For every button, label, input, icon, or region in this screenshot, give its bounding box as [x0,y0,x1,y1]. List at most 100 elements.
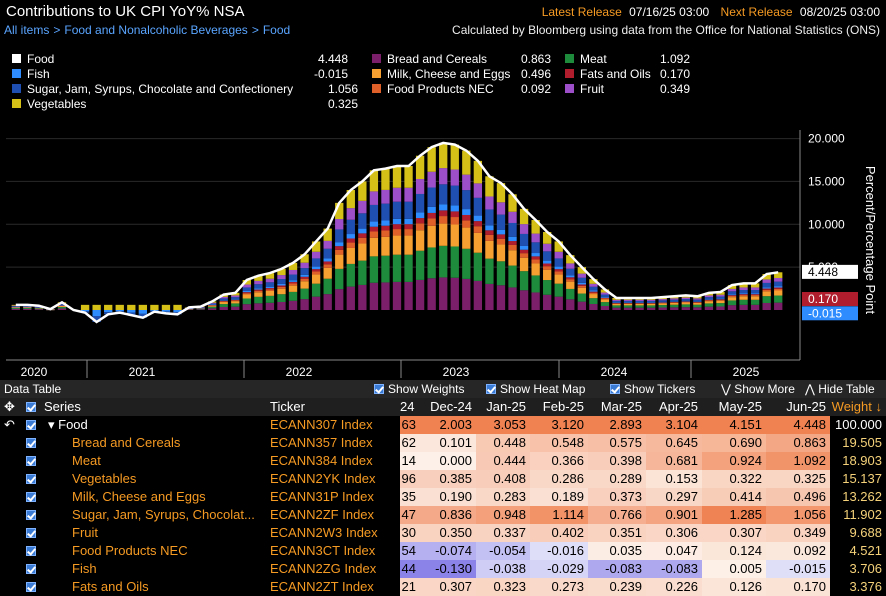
row-checkbox[interactable] [26,528,36,538]
show-weights-toggle[interactable]: Show Weights [374,382,464,396]
bar-segment [716,296,725,299]
chart-area: 20.00015.00010.0005.000Percent/Percentag… [0,122,886,382]
bar-segment [219,302,228,305]
next-release-value: 08/20/25 03:00 [799,5,880,19]
collapse-icon[interactable]: ↶ [4,417,15,432]
value-cell: 21 [400,578,420,596]
bar-segment [681,300,690,302]
value-cell: 1.056 [766,506,830,524]
legend-item[interactable]: Food [12,52,54,67]
bar-segment [623,303,633,306]
header-month[interactable]: 24 [400,399,415,414]
breadcrumb-all-items[interactable]: All items [4,23,50,37]
weight-cell: 3.706 [849,561,882,576]
chart-legend: Food 4.448 Fish -0.015 Sugar, Jam, Syrups, C… [0,44,886,120]
header-ticker[interactable]: Ticker [270,399,305,414]
legend-item[interactable]: Meat [565,52,607,67]
legend-label: Bread and Cereals [387,52,488,66]
header-month[interactable]: May-25 [718,399,762,414]
table-row[interactable]: Food Products NEC ECANN3CT Index 54 -0.074-… [0,542,886,560]
table-row[interactable]: Sugar, Jam, Syrups, Chocolat... ECANN2ZF … [0,506,886,524]
bar-segment [646,307,656,310]
table-row[interactable]: Fish ECANN2ZG Index 44 -0.130 -0.038 -0.029 -0… [0,560,886,578]
header-month[interactable]: Jun-25 [786,399,826,414]
bar-segment [589,298,598,304]
table-row[interactable]: Vegetables ECANN2YK Index 96 0.385 0.408 0.28… [0,470,886,488]
legend-item[interactable]: Fish [12,67,50,82]
bar-segment [531,233,540,243]
bar-segment [346,234,355,239]
legend-item[interactable]: Food Products NEC [372,82,494,97]
row-checkbox[interactable] [26,582,36,592]
table-row[interactable]: Fats and Oils ECANN2ZT Index 21 0.307 0.323 0… [0,578,886,596]
bar-segment [288,281,298,284]
table-row[interactable]: Meat ECANN384 Index 14 0.000 0.444 0.366 0.398… [0,452,886,470]
hide-table-button[interactable]: ⋀ Hide Table [805,382,875,396]
header-month[interactable]: Mar-25 [600,399,642,414]
bar-segment [208,303,217,305]
show-heat-map-toggle[interactable]: Show Heat Map [486,382,585,396]
header-month[interactable]: Feb-25 [542,399,584,414]
header-series[interactable]: Series [44,399,81,414]
legend-item[interactable]: Bread and Cereals [372,52,487,67]
bar-segment [381,230,390,237]
select-all-checkbox[interactable] [26,402,36,412]
bar-segment [381,220,390,226]
legend-item[interactable]: Vegetables [12,97,86,112]
bar-segment [277,286,286,289]
bar-segment [485,234,494,241]
legend-item[interactable]: Sugar, Jam, Syrups, Chocolate and Confec… [12,82,293,97]
ticker: ECANN2YK Index [270,471,376,486]
row-checkbox[interactable] [26,456,36,466]
bar-segment [519,257,529,272]
bar-segment [612,300,621,303]
row-checkbox[interactable] [26,420,36,430]
bar-segment [404,224,413,230]
show-more-button[interactable]: ⋁ Show More [721,382,795,396]
breadcrumb-food-beverages[interactable]: Food and Nonalcoholic Beverages [64,23,248,37]
next-release-label: Next Release [720,5,793,19]
bar-segment [670,301,679,302]
row-checkbox[interactable] [26,564,36,574]
bar-segment [762,302,771,310]
row-checkbox[interactable] [26,546,36,556]
row-checkbox[interactable] [26,438,36,448]
header-month[interactable]: Jan-25 [486,399,526,414]
expand-all-icon[interactable]: ✥ [4,399,15,414]
bar-segment [335,249,344,255]
row-checkbox[interactable] [26,510,36,520]
row-checkbox[interactable] [26,474,36,484]
value-cell: 0.124 [702,542,766,560]
bar-segment [762,274,771,280]
row-checkbox[interactable] [26,492,36,502]
legend-item[interactable]: Milk, Cheese and Eggs [372,67,510,82]
legend-value: 1.056 [327,82,358,96]
bar-segment [612,303,621,304]
bar-segment [265,295,275,303]
bar-segment [646,300,656,303]
end-label: -0.015 [808,306,842,320]
bar-segment [358,228,367,234]
weight-cell: 4.521 [849,543,882,558]
legend-item[interactable]: Fats and Oils [565,67,651,82]
header-month[interactable]: Dec-24 [430,399,472,414]
data-table: ✥ Series Ticker 24 Dec-24 Jan-25 Feb-25 Mar-25 A… [0,398,886,596]
weight-cell: 11.902 [843,507,882,522]
legend-item[interactable]: Fruit [565,82,604,97]
table-row[interactable]: ↶ ▾ Food ECANN307 Index 63 2.003 3.053 3.120 2.… [0,416,886,434]
bar-segment [704,299,714,300]
bar-segment [681,301,690,303]
show-tickers-toggle[interactable]: Show Tickers [610,382,695,396]
bar-segment [392,235,402,255]
table-row[interactable]: Bread and Cereals ECANN357 Index 62 0.101 0.… [0,434,886,452]
table-row[interactable]: Milk, Cheese and Eggs ECANN31P Index 35 0.1… [0,488,886,506]
bar-segment [23,307,32,309]
header-weight[interactable]: Weight ↓ [831,399,882,414]
bar-segment [57,307,67,309]
bar-segment [623,302,633,303]
bar-segment [693,302,702,303]
bar-segment [265,273,275,279]
header-month[interactable]: Apr-25 [658,399,698,414]
breadcrumb-food[interactable]: Food [262,23,291,37]
table-row[interactable]: Fruit ECANN2W3 Index 30 0.350 0.337 0.402 0.35… [0,524,886,542]
